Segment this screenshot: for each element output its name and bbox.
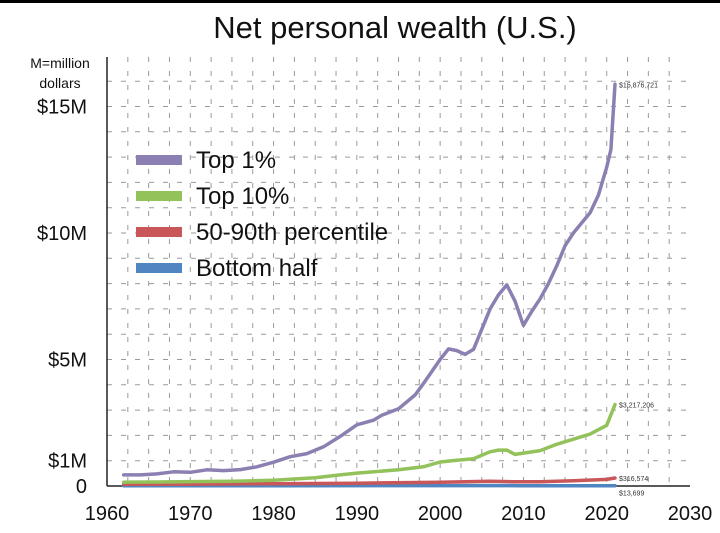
unit-note-line-2: dollars	[39, 75, 80, 91]
y-tick-label: 0	[76, 476, 87, 498]
legend-swatch	[136, 191, 182, 201]
x-tick-label: 2010	[501, 503, 546, 525]
window-top-edge	[0, 0, 720, 3]
legend-entry-label: Top 1%	[196, 147, 276, 174]
legend-swatch	[136, 155, 182, 165]
x-tick-label: 1960	[85, 503, 130, 525]
x-tick-label: 2020	[584, 503, 629, 525]
x-tick-label: 1990	[335, 503, 380, 525]
legend-entry-label: Top 10%	[196, 183, 289, 210]
series-end-label: $15,876,721	[619, 82, 658, 89]
series-line	[121, 82, 617, 477]
x-tick-label: 2000	[418, 503, 463, 525]
legend-entry-label: Bottom half	[196, 255, 318, 282]
y-tick-label: $1M	[48, 451, 87, 473]
series-end-labels: $15,876,721 $3,217,206 $316,574 $13,699	[619, 82, 658, 497]
y-tick-label: $15M	[37, 97, 87, 119]
y-tick-label: $5M	[48, 350, 87, 372]
y-tick-label: $10M	[37, 223, 87, 245]
unit-note-line-1: M=million	[30, 55, 90, 71]
legend: Top 1% Top 10% 50-90th percentile Bottom ha…	[136, 147, 388, 282]
x-tick-label: 2030	[668, 503, 713, 525]
series-end-label: $316,574	[619, 476, 648, 483]
chart-title: Net personal wealth (U.S.)	[213, 10, 577, 45]
x-tick-label: 1980	[251, 503, 296, 525]
y-tick-labels: 0 $1M $5M $10M $15M	[37, 97, 87, 499]
x-tick-label: 1970	[168, 503, 213, 525]
grid-lines	[107, 57, 690, 486]
series-line	[121, 402, 617, 484]
series-end-label: $3,217,206	[619, 403, 654, 410]
series-lines	[121, 82, 617, 488]
legend-entry-label: 50-90th percentile	[196, 219, 388, 246]
legend-swatch	[136, 227, 182, 237]
series-line	[121, 476, 617, 486]
series-end-label: $13,699	[619, 491, 644, 498]
x-tick-labels: 1960 1970 1980 1990 2000 2010 2020 2030	[85, 503, 713, 525]
legend-swatch	[136, 263, 182, 273]
